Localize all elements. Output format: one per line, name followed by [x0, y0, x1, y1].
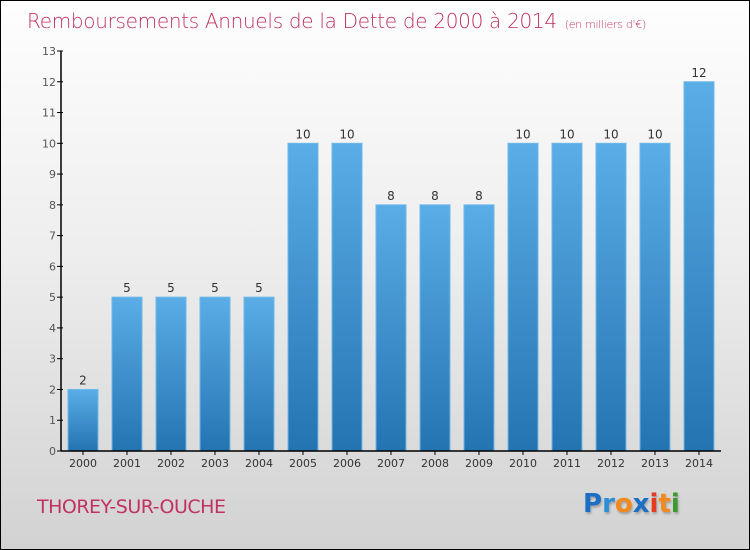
logo-letter: i [649, 489, 659, 519]
x-tick-label-2001: 2001 [113, 457, 141, 470]
y-tick-label-0: 0 [49, 445, 56, 458]
bar-2005 [287, 142, 319, 452]
chart-title-text: Remboursements Annuels de la Dette de 20… [27, 9, 557, 33]
city-name: THOREY-SUR-OUCHE [37, 496, 226, 518]
bar-2001 [111, 296, 143, 452]
data-label-2009: 8 [475, 189, 483, 203]
y-tick-label-8: 8 [49, 199, 56, 212]
y-tick-label-3: 3 [49, 353, 56, 366]
x-tick-label-2013: 2013 [641, 457, 669, 470]
proxiti-logo: Proxiti [583, 489, 680, 519]
logo-letter: o [614, 489, 633, 519]
y-tick-label-12: 12 [42, 76, 56, 89]
x-tick-label-2004: 2004 [245, 457, 273, 470]
bar-2004 [243, 296, 275, 452]
y-tick-label-1: 1 [49, 414, 56, 427]
x-tick-label-2003: 2003 [201, 457, 229, 470]
data-label-2014: 12 [691, 66, 706, 80]
bar-2010 [507, 142, 539, 452]
y-tick-label-11: 11 [42, 107, 56, 120]
bar-2012 [595, 142, 627, 452]
data-label-2004: 5 [255, 281, 263, 295]
chart-unit: (en milliers d'€) [564, 18, 646, 31]
data-label-2003: 5 [211, 281, 219, 295]
bar-2000 [67, 388, 99, 452]
bar-2006 [331, 142, 363, 452]
data-label-2002: 5 [167, 281, 175, 295]
y-tick-label-6: 6 [49, 260, 56, 273]
x-tick-label-2000: 2000 [69, 457, 97, 470]
x-tick-label-2005: 2005 [289, 457, 317, 470]
bar-2009 [463, 204, 495, 452]
y-tick-label-7: 7 [49, 230, 56, 243]
data-label-2012: 10 [603, 127, 618, 141]
y-tick-label-4: 4 [49, 322, 56, 335]
x-tick-label-2002: 2002 [157, 457, 185, 470]
bar-2007 [375, 204, 407, 452]
logo-letter: t [658, 489, 671, 519]
bar-2013 [639, 142, 671, 452]
bar-2011 [551, 142, 583, 452]
x-tick-label-2011: 2011 [553, 457, 581, 470]
x-tick-label-2010: 2010 [509, 457, 537, 470]
y-tick-label-5: 5 [49, 291, 56, 304]
bar-2014 [683, 81, 715, 452]
data-label-2013: 10 [647, 127, 662, 141]
data-label-2001: 5 [123, 281, 131, 295]
logo-letter: i [670, 489, 680, 519]
data-label-2008: 8 [431, 189, 439, 203]
data-label-2011: 10 [559, 127, 574, 141]
logo-letter: r [602, 489, 615, 519]
y-tick-label-9: 9 [49, 168, 56, 181]
y-tick-label-13: 13 [42, 45, 56, 58]
data-label-2010: 10 [515, 127, 530, 141]
x-tick-label-2006: 2006 [333, 457, 361, 470]
y-tick-label-2: 2 [49, 383, 56, 396]
data-label-2007: 8 [387, 189, 395, 203]
logo-letter: P [583, 489, 603, 519]
data-label-2000: 2 [79, 373, 87, 387]
y-tick-label-10: 10 [42, 137, 56, 150]
x-tick-label-2014: 2014 [685, 457, 713, 470]
bar-2003 [199, 296, 231, 452]
x-tick-label-2008: 2008 [421, 457, 449, 470]
data-label-2006: 10 [339, 127, 354, 141]
x-tick-label-2012: 2012 [597, 457, 625, 470]
data-label-2005: 10 [295, 127, 310, 141]
bar-2002 [155, 296, 187, 452]
x-tick-label-2007: 2007 [377, 457, 405, 470]
x-tick-label-2009: 2009 [465, 457, 493, 470]
chart-title: Remboursements Annuels de la Dette de 20… [27, 9, 646, 33]
axes-group: 2000 2001 2002 2003 2004 2005 2006 2007 2008 2009… [42, 45, 721, 470]
logo-letter: x [632, 489, 650, 519]
bars-group: 2 5 5 5 5 10 10 8 8 8 10 10 10 10 12 [67, 66, 715, 452]
bar-2008 [419, 204, 451, 452]
